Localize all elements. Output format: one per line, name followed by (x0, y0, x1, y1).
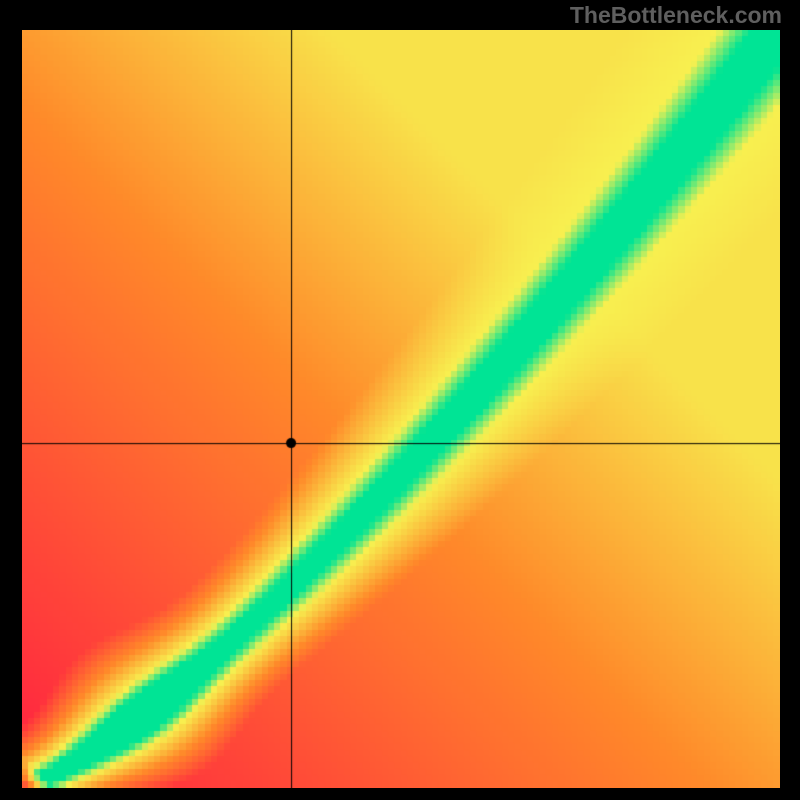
bottleneck-heatmap (22, 30, 780, 788)
watermark-text: TheBottleneck.com (570, 2, 782, 29)
